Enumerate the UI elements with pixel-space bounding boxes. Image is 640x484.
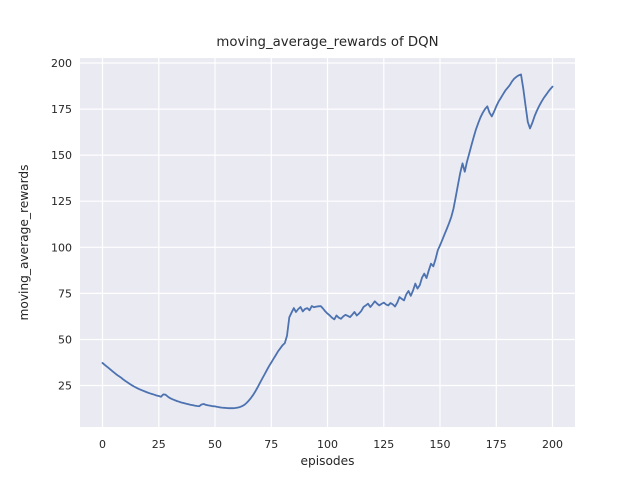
x-tick-label: 75 bbox=[264, 438, 278, 451]
x-tick-label: 200 bbox=[542, 438, 563, 451]
chart-title: moving_average_rewards of DQN bbox=[216, 35, 438, 50]
y-tick-label: 125 bbox=[51, 195, 72, 208]
y-tick-label: 200 bbox=[51, 57, 72, 70]
y-tick-label: 100 bbox=[51, 241, 72, 254]
x-tick-label: 100 bbox=[317, 438, 338, 451]
y-tick-label: 175 bbox=[51, 103, 72, 116]
y-tick-label: 50 bbox=[58, 334, 72, 347]
x-tick-label: 175 bbox=[486, 438, 507, 451]
x-tick-labels: 0 25 50 75 100 125 150 175 200 bbox=[99, 438, 563, 451]
y-tick-labels: 25 50 75 100 125 150 175 200 bbox=[51, 57, 72, 393]
gridlines bbox=[80, 58, 575, 427]
x-tick-label: 125 bbox=[373, 438, 394, 451]
x-axis-label: episodes bbox=[300, 454, 354, 468]
y-axis-label: moving_average_rewards bbox=[17, 164, 31, 320]
dqn-series-line bbox=[101, 73, 554, 410]
y-tick-label: 75 bbox=[58, 287, 72, 300]
y-tick-label: 150 bbox=[51, 149, 72, 162]
x-tick-label: 25 bbox=[152, 438, 166, 451]
y-tick-label: 25 bbox=[58, 380, 72, 393]
x-tick-label: 0 bbox=[99, 438, 106, 451]
x-tick-label: 150 bbox=[430, 438, 451, 451]
x-tick-label: 50 bbox=[208, 438, 222, 451]
